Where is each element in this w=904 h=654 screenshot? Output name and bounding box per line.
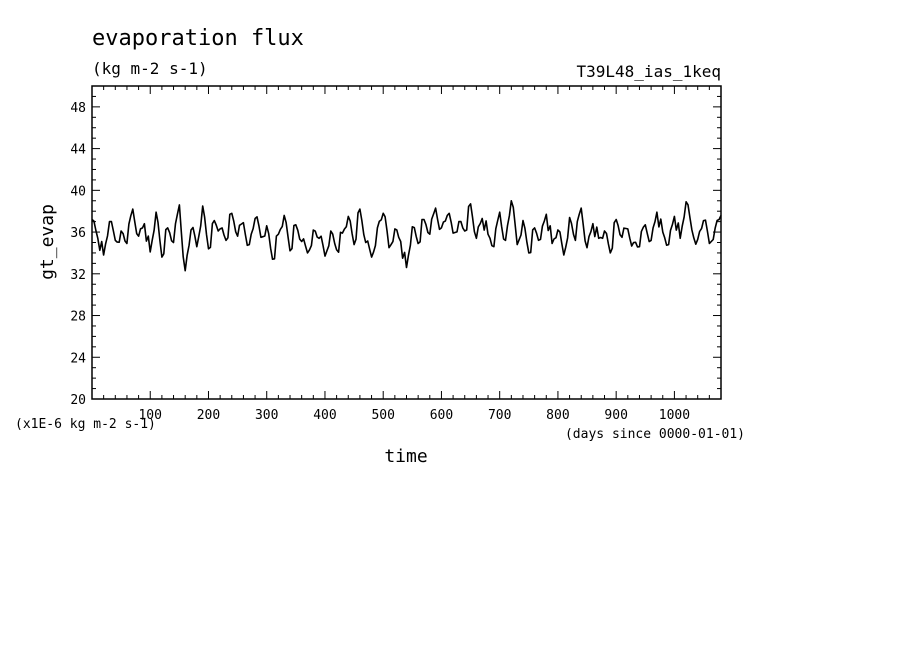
y-tick-label: 48: [70, 101, 86, 116]
y-tick-label: 24: [70, 351, 86, 366]
x-tick-label: 600: [430, 408, 453, 423]
y-axis-label: gt_evap: [37, 204, 58, 280]
series-line: [91, 200, 722, 272]
x-tick-label: 700: [488, 408, 511, 423]
y-tick-label: 36: [70, 226, 86, 241]
x-axis: 100 200 300 400 500 600 700 800 900 1000: [103, 86, 710, 423]
x-tick-label: 100: [138, 408, 161, 423]
y-axis-units: (x1E-6 kg m-2 s-1): [15, 417, 156, 432]
x-tick-label: 400: [313, 408, 336, 423]
plot-frame: [91, 85, 722, 400]
x-tick-label: 800: [546, 408, 569, 423]
y-tick-label: 32: [70, 268, 86, 283]
chart-title: evaporation flux: [92, 26, 304, 51]
chart-subtitle: (kg m-2 s-1): [92, 59, 208, 78]
x-tick-label: 200: [197, 408, 220, 423]
y-tick-label: 40: [70, 184, 86, 199]
x-tick-label: 900: [604, 408, 627, 423]
x-axis-units: (days since 0000-01-01): [565, 427, 745, 442]
x-axis-label: time: [384, 446, 427, 467]
y-tick-label: 20: [70, 393, 86, 408]
x-tick-label: 1000: [659, 408, 690, 423]
x-tick-label: 500: [371, 408, 394, 423]
y-tick-label: 28: [70, 310, 86, 325]
y-tick-label: 44: [70, 143, 86, 158]
y-axis: 20 24 28 32 36 40 44 48: [70, 85, 721, 408]
x-tick-label: 300: [255, 408, 278, 423]
run-label: T39L48_ias_1keq: [577, 62, 722, 81]
